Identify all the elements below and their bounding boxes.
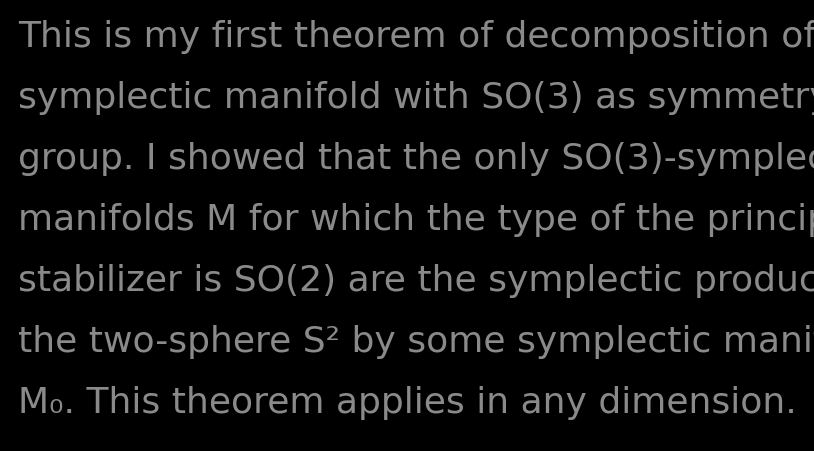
Text: stabilizer is SO(2) are the symplectic products of: stabilizer is SO(2) are the symplectic p… — [18, 264, 814, 298]
Text: group. I showed that the only SO(3)-symplectic: group. I showed that the only SO(3)-symp… — [18, 142, 814, 176]
Text: M₀. This theorem applies in any dimension.: M₀. This theorem applies in any dimensio… — [18, 386, 797, 419]
Text: the two-sphere S² by some symplectic manifold: the two-sphere S² by some symplectic man… — [18, 325, 814, 359]
Text: symplectic manifold with SO(3) as symmetry: symplectic manifold with SO(3) as symmet… — [18, 81, 814, 115]
Text: This is my first theorem of decomposition of: This is my first theorem of decompositio… — [18, 20, 814, 54]
Text: manifolds M for which the type of the principal: manifolds M for which the type of the pr… — [18, 203, 814, 237]
